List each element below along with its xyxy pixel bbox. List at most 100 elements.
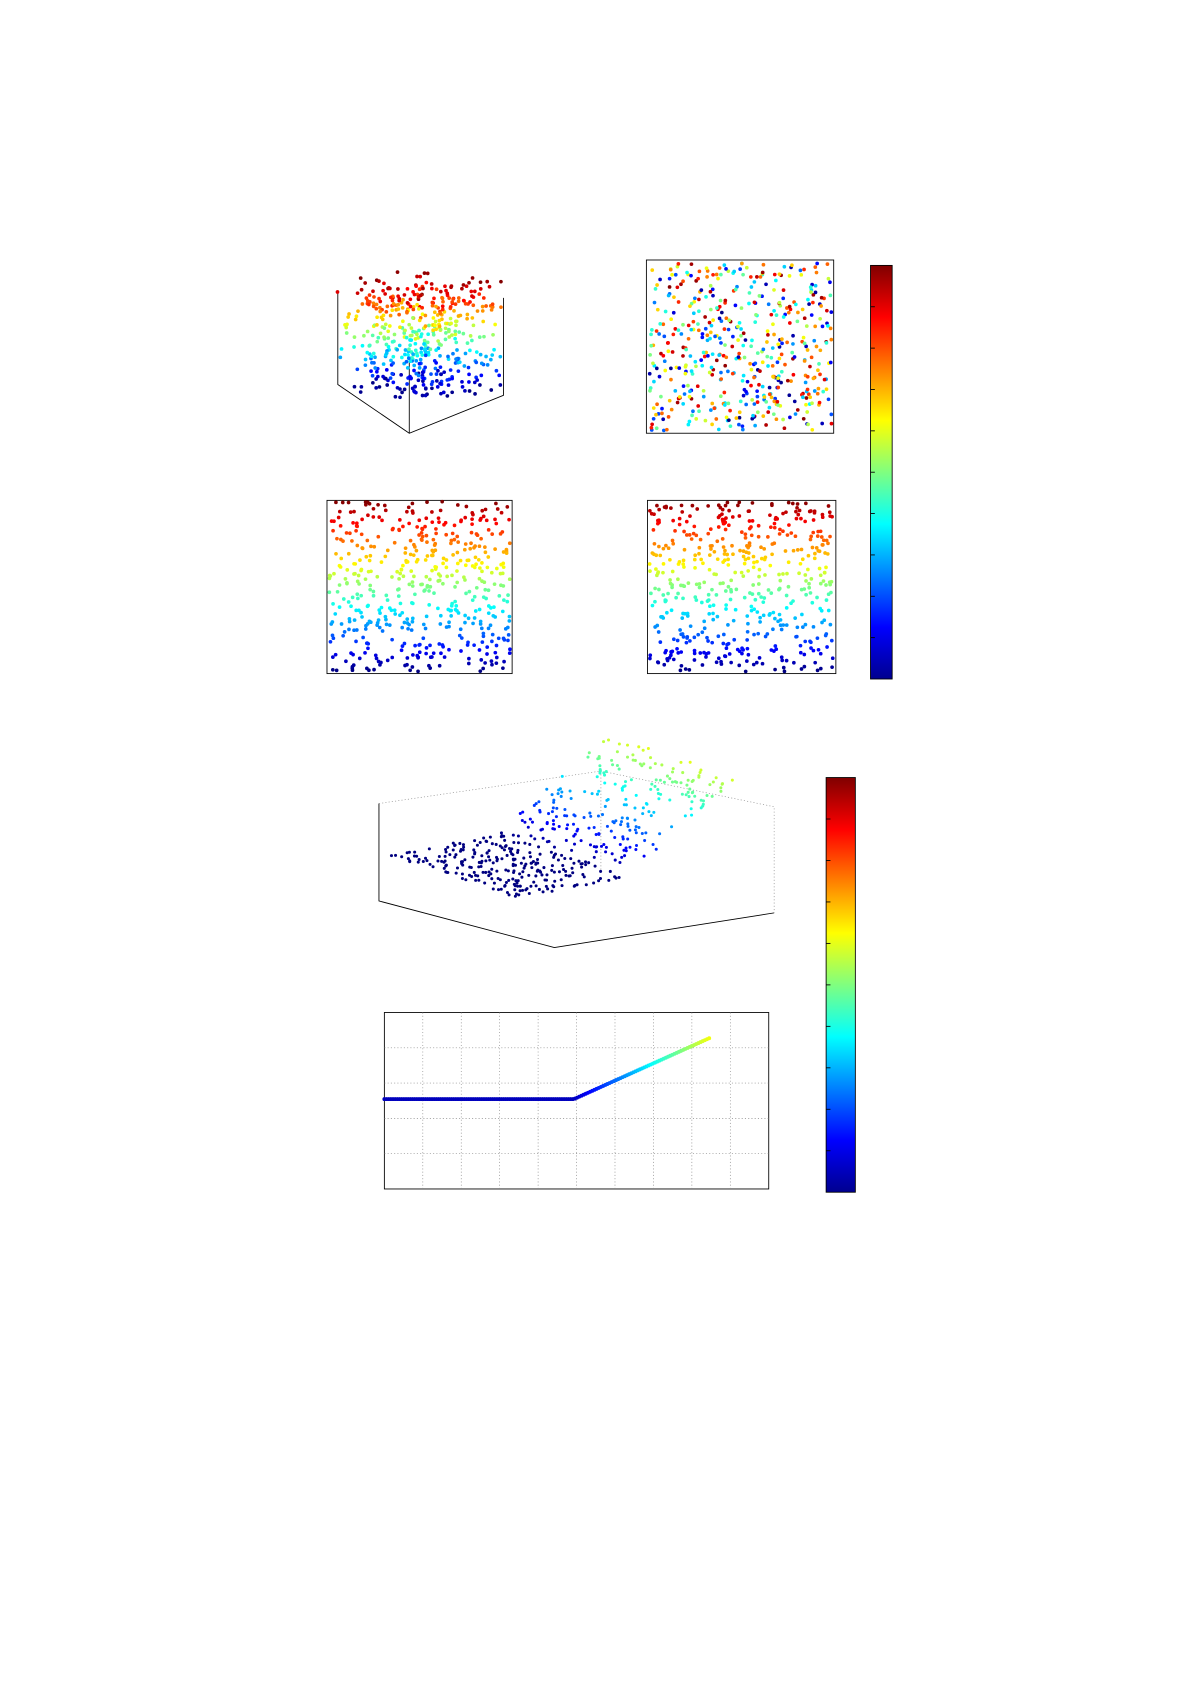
dot	[481, 666, 485, 671]
dot	[453, 332, 458, 337]
dot	[518, 884, 522, 888]
dot	[654, 847, 658, 851]
dot	[656, 660, 661, 665]
dot	[379, 605, 384, 610]
dot	[390, 655, 395, 660]
dot	[408, 538, 413, 543]
dot	[681, 596, 685, 601]
dot	[398, 325, 402, 330]
dot	[628, 845, 632, 849]
dot	[766, 302, 771, 307]
dot	[771, 374, 775, 379]
dot	[424, 646, 429, 650]
dot	[474, 532, 479, 536]
dot	[488, 623, 493, 628]
dot	[401, 574, 406, 579]
dot	[426, 332, 431, 337]
dot	[437, 324, 442, 329]
dot	[396, 287, 400, 291]
dot	[781, 288, 786, 292]
dot	[694, 364, 698, 369]
dot	[331, 655, 335, 659]
dot	[755, 400, 760, 404]
dot	[717, 304, 722, 309]
dot	[806, 567, 810, 572]
dot	[588, 843, 592, 847]
dot	[428, 347, 433, 352]
dot	[455, 569, 459, 573]
dot	[477, 335, 482, 339]
dot	[358, 390, 363, 394]
dot	[655, 503, 659, 508]
dot	[459, 518, 463, 523]
dot	[714, 272, 719, 277]
dot	[656, 787, 660, 792]
dot	[683, 371, 688, 376]
dot	[403, 352, 407, 357]
dot	[689, 262, 694, 266]
dot	[347, 312, 351, 316]
dot	[479, 864, 483, 868]
dot	[397, 528, 402, 533]
dot	[390, 637, 394, 642]
dot	[464, 591, 468, 596]
dot	[408, 860, 412, 864]
dot	[753, 597, 758, 602]
dot	[781, 296, 786, 301]
dot	[684, 793, 688, 797]
dot	[821, 389, 826, 394]
dot	[431, 316, 436, 320]
dot	[467, 389, 472, 393]
dot	[708, 283, 713, 288]
dot	[761, 600, 766, 605]
dot	[391, 302, 396, 306]
dot	[679, 282, 683, 287]
dot	[826, 592, 831, 597]
dot	[770, 501, 774, 506]
dot	[377, 608, 382, 612]
dot	[481, 631, 486, 636]
dot	[434, 361, 438, 365]
dot	[615, 763, 619, 768]
dot	[723, 298, 728, 303]
dot	[468, 334, 473, 338]
dot	[713, 334, 717, 339]
dot	[391, 354, 396, 359]
dot	[602, 740, 606, 744]
dot	[662, 780, 666, 784]
dot	[725, 552, 730, 557]
dot	[749, 383, 753, 388]
dot	[372, 544, 377, 549]
dot	[758, 275, 763, 279]
dot	[798, 268, 803, 273]
dot	[775, 399, 780, 404]
dot	[728, 408, 732, 413]
dot	[487, 284, 492, 289]
dot	[445, 291, 450, 296]
dot	[480, 309, 485, 313]
dot	[828, 326, 833, 331]
dot	[708, 783, 712, 787]
dot	[418, 642, 422, 647]
dot	[492, 605, 496, 609]
dot	[464, 284, 469, 289]
dot	[491, 332, 495, 337]
dot	[687, 394, 692, 399]
dot	[419, 334, 423, 339]
dot	[720, 782, 724, 786]
dot	[374, 306, 379, 311]
dot	[425, 340, 430, 345]
dot	[673, 327, 678, 331]
dot	[644, 802, 648, 806]
dot	[725, 500, 730, 505]
dot	[675, 400, 680, 405]
dot	[710, 794, 714, 798]
dot	[798, 561, 803, 566]
dot	[700, 630, 705, 635]
dot	[654, 778, 658, 782]
dot	[485, 652, 489, 656]
dot	[504, 868, 508, 872]
dot	[522, 866, 526, 870]
dot	[491, 861, 495, 865]
dot	[655, 571, 660, 576]
